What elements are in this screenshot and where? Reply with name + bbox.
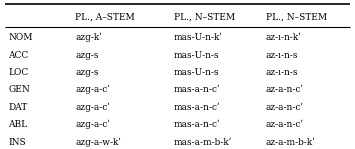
Text: PL., N–STEM: PL., N–STEM [174,13,235,22]
Text: az-ı-n-s: az-ı-n-s [266,68,298,77]
Text: az-ı-n-kʹ: az-ı-n-kʹ [266,33,301,42]
Text: azg-s: azg-s [75,68,99,77]
Text: ABL: ABL [9,120,28,129]
Text: mas-a-n-cʹ: mas-a-n-cʹ [174,85,220,94]
Text: azg-s: azg-s [75,51,99,60]
Text: INS: INS [9,138,26,147]
Text: PL., N–STEM: PL., N–STEM [266,13,327,22]
Text: mas-a-n-cʹ: mas-a-n-cʹ [174,103,220,112]
Text: az-ı-n-s: az-ı-n-s [266,51,298,60]
Text: mas-U-n-s: mas-U-n-s [174,68,220,77]
Text: mas-a-n-cʹ: mas-a-n-cʹ [174,120,220,129]
Text: az-a-n-cʹ: az-a-n-cʹ [266,103,304,112]
Text: az-a-n-cʹ: az-a-n-cʹ [266,120,304,129]
Text: azg-a-cʹ: azg-a-cʹ [75,120,110,129]
Text: NOM: NOM [9,33,33,42]
Text: PL., A–STEM: PL., A–STEM [75,13,135,22]
Text: ACC: ACC [9,51,29,60]
Text: az-a-n-cʹ: az-a-n-cʹ [266,85,304,94]
Text: mas-U-n-s: mas-U-n-s [174,51,220,60]
Text: GEN: GEN [9,85,30,94]
Text: azg-a-cʹ: azg-a-cʹ [75,103,110,112]
Text: az-a-m-b-kʹ: az-a-m-b-kʹ [266,138,315,147]
Text: azg-kʹ: azg-kʹ [75,33,102,42]
Text: azg-a-w-kʹ: azg-a-w-kʹ [75,137,121,147]
Text: mas-a-m-b-kʹ: mas-a-m-b-kʹ [174,138,232,147]
Text: mas-U-n-kʹ: mas-U-n-kʹ [174,33,223,42]
Text: azg-a-cʹ: azg-a-cʹ [75,85,110,94]
Text: DAT: DAT [9,103,28,112]
Text: LOC: LOC [9,68,29,77]
